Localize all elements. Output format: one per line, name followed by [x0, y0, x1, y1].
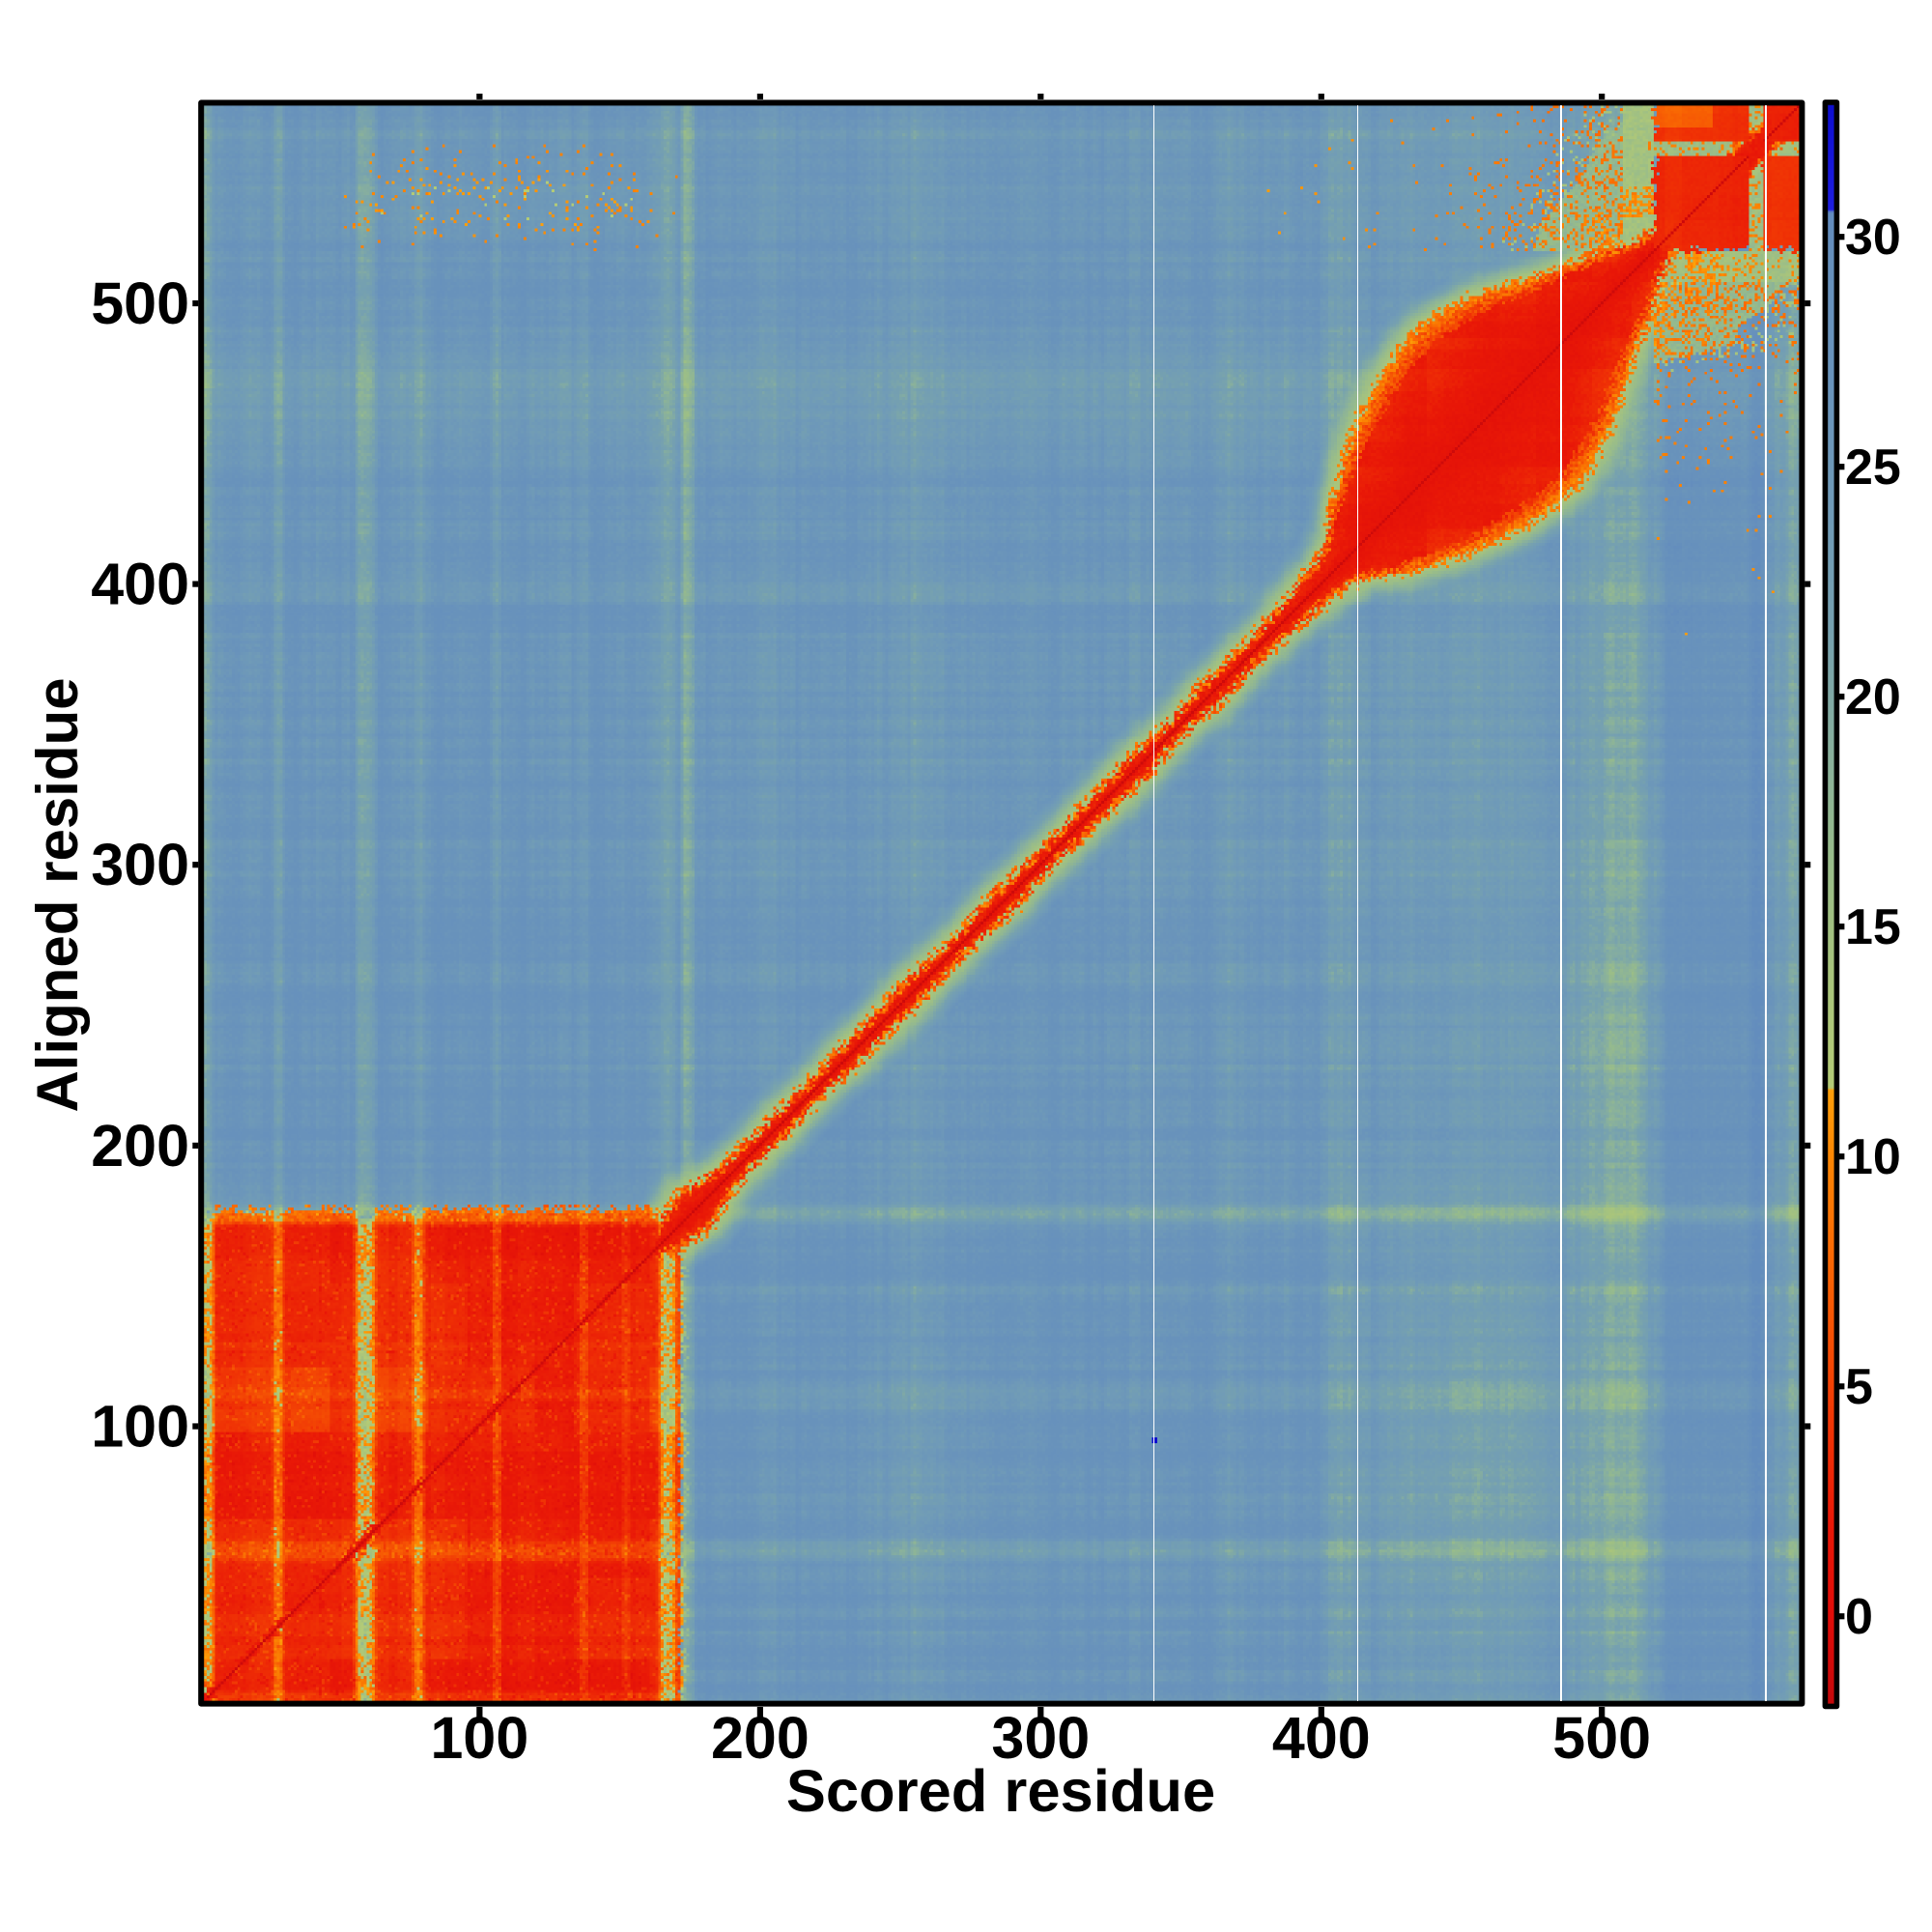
- svg-text:5: 5: [1845, 1359, 1873, 1415]
- svg-text:Scored residue: Scored residue: [786, 1758, 1215, 1825]
- svg-text:300: 300: [991, 1705, 1090, 1771]
- svg-text:500: 500: [91, 270, 189, 336]
- svg-text:400: 400: [91, 552, 189, 617]
- svg-text:100: 100: [431, 1705, 529, 1771]
- svg-text:200: 200: [91, 1113, 189, 1179]
- svg-text:10: 10: [1845, 1129, 1901, 1185]
- svg-text:25: 25: [1845, 440, 1901, 496]
- svg-text:100: 100: [91, 1394, 189, 1460]
- svg-text:Aligned residue: Aligned residue: [25, 677, 90, 1112]
- svg-text:500: 500: [1552, 1705, 1651, 1771]
- svg-text:300: 300: [91, 832, 189, 897]
- svg-text:30: 30: [1845, 210, 1901, 266]
- svg-text:20: 20: [1845, 669, 1901, 725]
- svg-text:200: 200: [711, 1705, 810, 1771]
- svg-text:15: 15: [1845, 899, 1901, 955]
- svg-text:400: 400: [1272, 1705, 1371, 1771]
- svg-text:0: 0: [1845, 1589, 1873, 1645]
